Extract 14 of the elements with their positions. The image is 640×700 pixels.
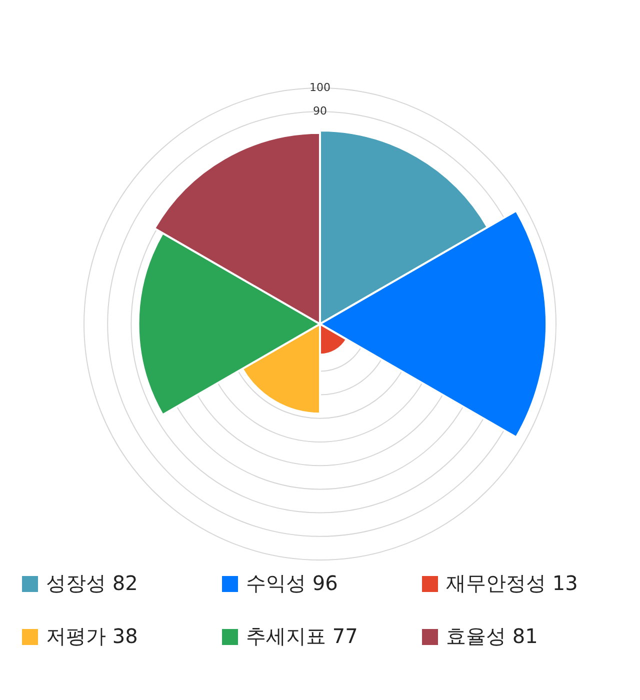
category-label: 재무안정성: [446, 571, 546, 595]
data-label: 82: [112, 571, 138, 595]
text: 90: [313, 104, 327, 118]
category-label: 성장성: [46, 571, 106, 595]
data-label: 77: [332, 624, 358, 648]
category-label: 추세지표: [246, 624, 326, 648]
data-label: 81: [512, 624, 538, 648]
text: 100: [310, 80, 330, 94]
data-label: 13: [552, 571, 578, 595]
category-label: 효율성: [446, 624, 506, 648]
category-label: 수익성: [246, 571, 306, 595]
category-label: 저평가: [46, 624, 106, 648]
data-label: 96: [312, 571, 338, 595]
data-label: 38: [112, 624, 138, 648]
